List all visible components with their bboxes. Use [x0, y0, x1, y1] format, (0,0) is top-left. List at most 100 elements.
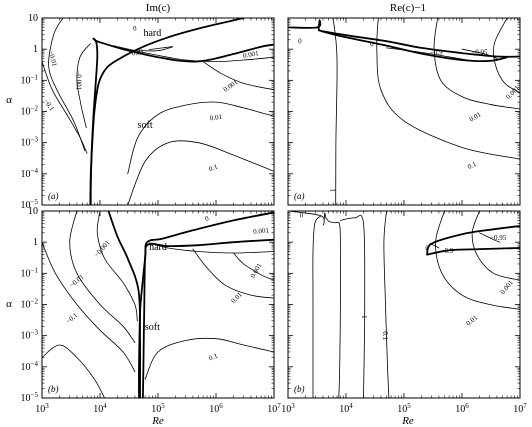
contour-line	[479, 232, 501, 243]
contour-label: −0.9	[430, 49, 443, 57]
contour-line	[89, 37, 274, 205]
x-tick-label: 104	[93, 402, 107, 415]
y-tick-label: 10−4	[21, 360, 39, 373]
contour-line	[376, 18, 520, 160]
y-axis-label-bottom: α	[6, 298, 12, 310]
contour-label: 1	[360, 315, 368, 319]
region-annotation: hard	[143, 28, 161, 39]
x-tick-label: 105	[397, 402, 411, 415]
y-tick-label: 10−2	[21, 105, 39, 118]
x-tick-label: 104	[339, 402, 353, 415]
contour-label: 0.1	[466, 160, 478, 171]
y-tick-label: 10−1	[21, 266, 39, 279]
panel-frame	[287, 210, 521, 399]
contour-line	[233, 252, 274, 281]
contour-line	[144, 337, 274, 380]
contour-line	[42, 61, 88, 154]
y-tick-label: 10	[28, 13, 38, 24]
contour-line	[340, 215, 366, 398]
y-tick-label: 10−3	[21, 136, 39, 149]
contour-line	[386, 47, 473, 62]
contour-label: 0	[300, 211, 304, 219]
contour-group	[288, 211, 520, 398]
contour-label: 0	[204, 214, 210, 223]
contour-label: 0.001	[242, 49, 259, 60]
contour-label: 0.1	[208, 352, 219, 363]
y-tick-label: 10−1	[21, 73, 39, 86]
contour-label: 0.001	[222, 78, 240, 94]
contour-line	[471, 211, 520, 281]
contour-label: 0.01	[465, 313, 480, 327]
contour-line	[426, 225, 520, 256]
contour-label: 0	[369, 40, 374, 49]
contour-label: 0	[132, 24, 138, 33]
panel-frame	[41, 17, 275, 206]
contour-line	[107, 211, 142, 398]
contour-line	[461, 48, 498, 59]
contour-line	[435, 211, 520, 310]
region-annotation: soft	[145, 322, 160, 333]
contour-label: −0.95	[471, 49, 488, 57]
panel-label: (a)	[48, 191, 59, 201]
region-annotation: hard	[149, 242, 167, 253]
contour-line	[312, 215, 322, 398]
contour-label: 1	[329, 188, 337, 192]
contour-label: 0.001	[499, 278, 516, 296]
x-tick-label: 107	[513, 402, 527, 415]
contour-label: −0.01	[68, 273, 86, 290]
contour-group	[42, 18, 274, 205]
contour-label: 0	[298, 38, 302, 46]
y-tick-label: 10−4	[21, 167, 39, 180]
y-tick-label: 10−5	[21, 391, 39, 404]
x-axis-label-left: Re	[151, 415, 164, 427]
contour-line	[48, 18, 86, 152]
contour-label: −0.001	[93, 238, 112, 259]
x-axis-label-right: Re	[401, 415, 414, 427]
contour-line	[127, 140, 274, 205]
contour-label: 0.1	[208, 163, 219, 174]
column-title-imc: Im(c)	[146, 2, 171, 14]
contour-line	[202, 61, 274, 91]
contour-line	[42, 241, 136, 373]
contour-line	[288, 211, 341, 398]
contour-group	[288, 18, 520, 205]
contour-line	[42, 344, 105, 398]
x-tick-label: 106	[209, 402, 223, 415]
contour-line	[96, 211, 138, 322]
contour-line	[69, 211, 136, 343]
contour-line	[492, 18, 520, 94]
contour-line	[433, 18, 520, 110]
contour-label: −0.95	[490, 234, 507, 242]
contour-label: 0.01	[131, 48, 145, 58]
x-tick-label: 106	[455, 402, 469, 415]
panel-label: (b)	[48, 384, 59, 394]
panel-re_b: 0 0 −0.9 −0.95 0.001 0.01 1 0.1 (b) 103 104 105 106 1…	[281, 210, 527, 415]
contour-label: 0.01	[468, 110, 483, 123]
contour-label: −0.9	[441, 247, 454, 255]
panel-im_a: 00.0010.010.0010.010.1−0.001−0.01−0.1har…	[21, 13, 275, 211]
contour-line	[76, 43, 91, 129]
x-tick-label: 105	[151, 402, 165, 415]
region-annotation: soft	[138, 120, 153, 131]
y-tick-label: 10	[28, 206, 38, 217]
column-title-rec: Re(c)−1	[390, 2, 426, 14]
contour-line	[332, 18, 338, 205]
panel-frame	[287, 17, 521, 206]
contour-line	[148, 242, 274, 254]
y-tick-label: 10−3	[21, 329, 39, 342]
contour-label: −0.1	[64, 311, 79, 326]
contour-label: 0.001	[253, 226, 270, 235]
contour-line	[137, 46, 174, 52]
x-tick-label: 103	[35, 402, 49, 415]
y-tick-label: 1	[33, 237, 38, 248]
contour-line	[320, 30, 520, 58]
panel-label: (b)	[294, 384, 305, 394]
y-tick-label: 1	[33, 44, 38, 55]
panel-frame	[41, 210, 275, 399]
contour-line	[383, 211, 390, 398]
contour-line	[127, 101, 274, 175]
x-tick-label: 107	[267, 402, 281, 415]
y-tick-label: 10−2	[21, 298, 39, 311]
